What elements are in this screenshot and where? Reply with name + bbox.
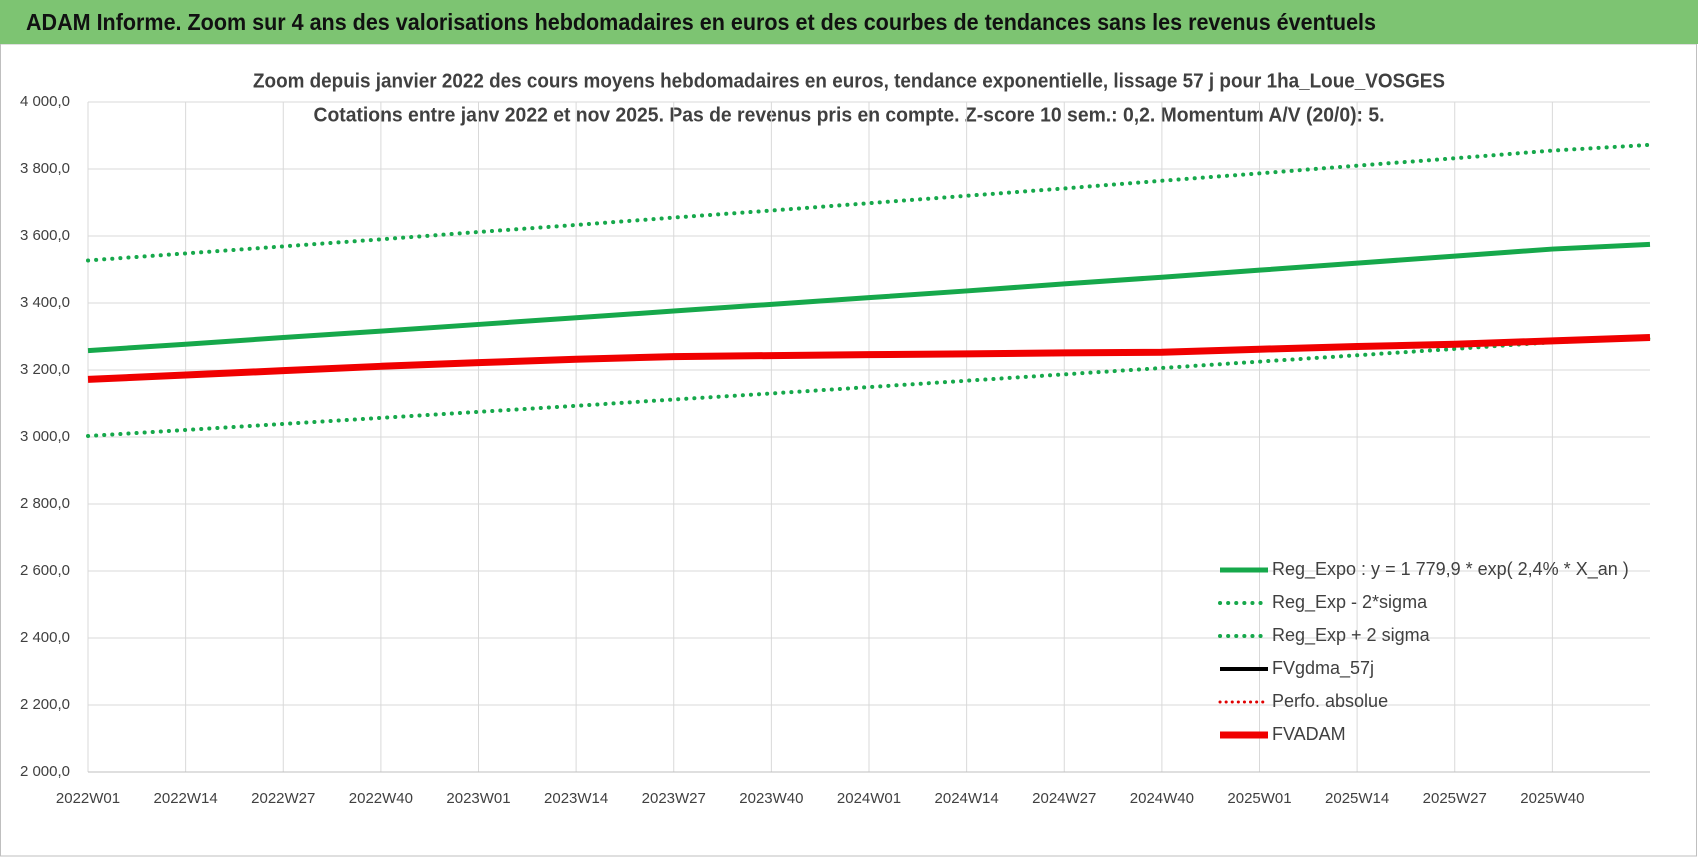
x-tick-label: 2022W14: [154, 790, 218, 807]
series-line: [87, 241, 1651, 354]
y-tick-label: 2 400,0: [20, 629, 70, 646]
x-tick-label: 2024W27: [1032, 790, 1096, 807]
y-tick-label: 2 600,0: [20, 562, 70, 579]
x-tick-label: 2025W01: [1227, 790, 1291, 807]
series-line: [87, 334, 1651, 383]
header-title: ADAM Informe. Zoom sur 4 ans des valoris…: [26, 9, 1376, 35]
y-tick-label: 3 600,0: [20, 227, 70, 244]
x-tick-label: 2025W14: [1325, 790, 1389, 807]
x-tick-label: 2024W40: [1130, 790, 1194, 807]
y-tick-label: 3 400,0: [20, 294, 70, 311]
x-tick-label: 2023W14: [544, 790, 608, 807]
y-tick-label: 2 800,0: [20, 495, 70, 512]
header-bar: [0, 0, 1698, 44]
x-tick-label: 2022W40: [349, 790, 413, 807]
x-tick-label: 2023W40: [739, 790, 803, 807]
x-tick-label: 2023W01: [446, 790, 510, 807]
chart-subtitle: Cotations entre janv 2022 et nov 2025. P…: [314, 104, 1385, 126]
x-tick-label: 2023W27: [642, 790, 706, 807]
y-tick-label: 4 000,0: [20, 93, 70, 110]
x-tick-label: 2025W27: [1423, 790, 1487, 807]
legend-label: FVADAM: [1272, 724, 1346, 744]
y-tick-label: 3 000,0: [20, 428, 70, 445]
legend-label: Reg_Exp + 2 sigma: [1272, 625, 1431, 646]
legend-label: Reg_Exp - 2*sigma: [1272, 592, 1428, 613]
series-line: [86, 336, 1652, 438]
legend-label: Perfo. absolue: [1272, 691, 1388, 711]
chart-title: Zoom depuis janvier 2022 des cours moyen…: [253, 70, 1445, 92]
legend-label: FVgdma_57j: [1272, 658, 1374, 679]
y-tick-label: 3 200,0: [20, 361, 70, 378]
y-tick-label: 2 000,0: [20, 763, 70, 780]
y-tick-label: 3 800,0: [20, 160, 70, 177]
x-tick-label: 2025W40: [1520, 790, 1584, 807]
x-tick-label: 2024W14: [935, 790, 999, 807]
series-line: [86, 142, 1652, 263]
x-tick-label: 2022W01: [56, 790, 120, 807]
legend-label: Reg_Expo : y = 1 779,9 * exp( 2,4% * X_a…: [1272, 559, 1629, 580]
y-tick-label: 2 200,0: [20, 696, 70, 713]
x-tick-label: 2022W27: [251, 790, 315, 807]
x-tick-label: 2024W01: [837, 790, 901, 807]
